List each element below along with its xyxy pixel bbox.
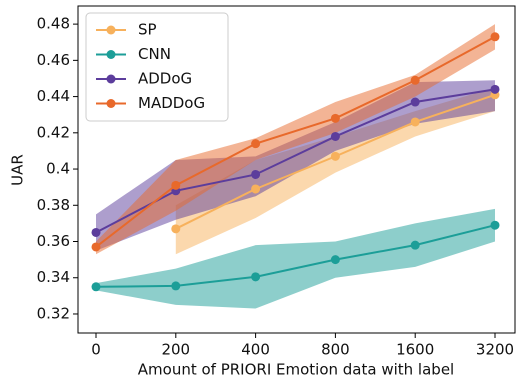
data-point: [410, 97, 420, 107]
data-point: [91, 242, 101, 252]
x-tick-label: 0: [91, 341, 101, 359]
confidence-band: [175, 87, 496, 255]
legend-marker: [106, 25, 116, 35]
data-point: [251, 184, 261, 194]
x-tick-label: 800: [321, 341, 350, 359]
confidence-band: [96, 24, 495, 255]
y-tick-label: 0.34: [37, 268, 70, 286]
y-tick-label: 0.4: [46, 160, 70, 178]
x-tick-label: 400: [241, 341, 270, 359]
y-tick-label: 0.36: [37, 232, 70, 250]
data-point: [251, 169, 261, 179]
x-tick-label: 200: [161, 341, 190, 359]
y-axis-label: UAR: [9, 154, 27, 186]
legend-marker: [106, 99, 116, 108]
series-line: [95, 35, 496, 248]
y-tick-label: 0.32: [37, 304, 70, 322]
data-point: [490, 84, 500, 94]
series-line: [95, 224, 496, 288]
y-tick-label: 0.44: [37, 87, 70, 105]
data-point: [91, 282, 101, 292]
y-tick-label: 0.42: [37, 123, 70, 141]
data-point: [251, 272, 261, 282]
data-point: [171, 281, 181, 291]
legend-label: CNN: [138, 45, 171, 63]
legend-marker: [106, 50, 116, 59]
plot-frame: [77, 5, 516, 334]
data-point: [490, 220, 500, 230]
data-point: [410, 117, 420, 127]
data-point: [410, 75, 420, 85]
y-tick-label: 0.46: [37, 51, 70, 69]
legend-box: [85, 12, 229, 122]
legend-label: SP: [138, 21, 157, 39]
legend-marker: [106, 74, 116, 84]
data-point: [330, 255, 340, 265]
y-tick-label: 0.38: [37, 196, 70, 214]
x-axis-label: Amount of PRIORI Emotion data with label: [138, 361, 454, 379]
x-tick-label: 1600: [396, 341, 434, 359]
data-point: [171, 224, 181, 234]
data-point: [410, 240, 420, 250]
series-line: [95, 88, 496, 234]
data-point: [330, 131, 340, 141]
data-point: [330, 113, 340, 123]
data-point: [91, 227, 101, 237]
confidence-band: [96, 80, 495, 251]
legend-label: MADDoG: [138, 94, 205, 112]
legend-label: ADDoG: [138, 70, 192, 88]
data-point: [251, 139, 261, 149]
data-point: [171, 180, 181, 190]
data-point: [490, 32, 500, 42]
x-tick-label: 3200: [476, 341, 514, 359]
data-point: [330, 151, 340, 161]
y-tick-label: 0.48: [37, 15, 70, 33]
